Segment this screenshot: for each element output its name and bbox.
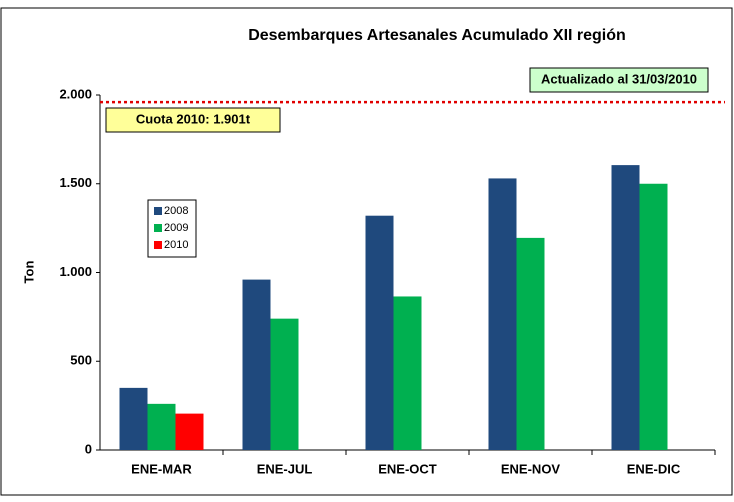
bar — [640, 184, 668, 450]
update-note: Actualizado al 31/03/2010 — [541, 71, 697, 86]
bar — [176, 414, 204, 450]
bar — [120, 388, 148, 450]
quota-note: Cuota 2010: 1.901t — [136, 111, 251, 126]
y-tick-label: 1.500 — [59, 175, 92, 190]
y-tick-label: 2.000 — [59, 86, 92, 101]
x-tick-label: ENE-DIC — [627, 461, 681, 476]
bar — [489, 178, 517, 450]
bar — [394, 296, 422, 450]
y-tick-label: 0 — [85, 441, 92, 456]
chart-title: Desembarques Artesanales Acumulado XII r… — [248, 27, 626, 44]
chart: Desembarques Artesanales Acumulado XII r… — [0, 0, 734, 497]
bar — [243, 280, 271, 450]
y-tick-label: 1.000 — [59, 264, 92, 279]
bar — [366, 216, 394, 450]
legend-swatch — [154, 224, 162, 232]
bar — [271, 319, 299, 450]
x-tick-label: ENE-MAR — [131, 461, 192, 476]
legend-label: 2008 — [164, 205, 188, 217]
bar — [517, 238, 545, 450]
bar — [148, 404, 176, 450]
legend-label: 2010 — [164, 239, 188, 251]
x-tick-label: ENE-NOV — [501, 461, 561, 476]
legend-swatch — [154, 207, 162, 215]
x-tick-label: ENE-OCT — [378, 461, 437, 476]
y-tick-label: 500 — [70, 353, 92, 368]
bar — [612, 165, 640, 450]
legend-swatch — [154, 241, 162, 249]
x-tick-label: ENE-JUL — [257, 461, 313, 476]
legend-label: 2009 — [164, 222, 188, 234]
y-axis-label: Ton — [21, 261, 36, 284]
